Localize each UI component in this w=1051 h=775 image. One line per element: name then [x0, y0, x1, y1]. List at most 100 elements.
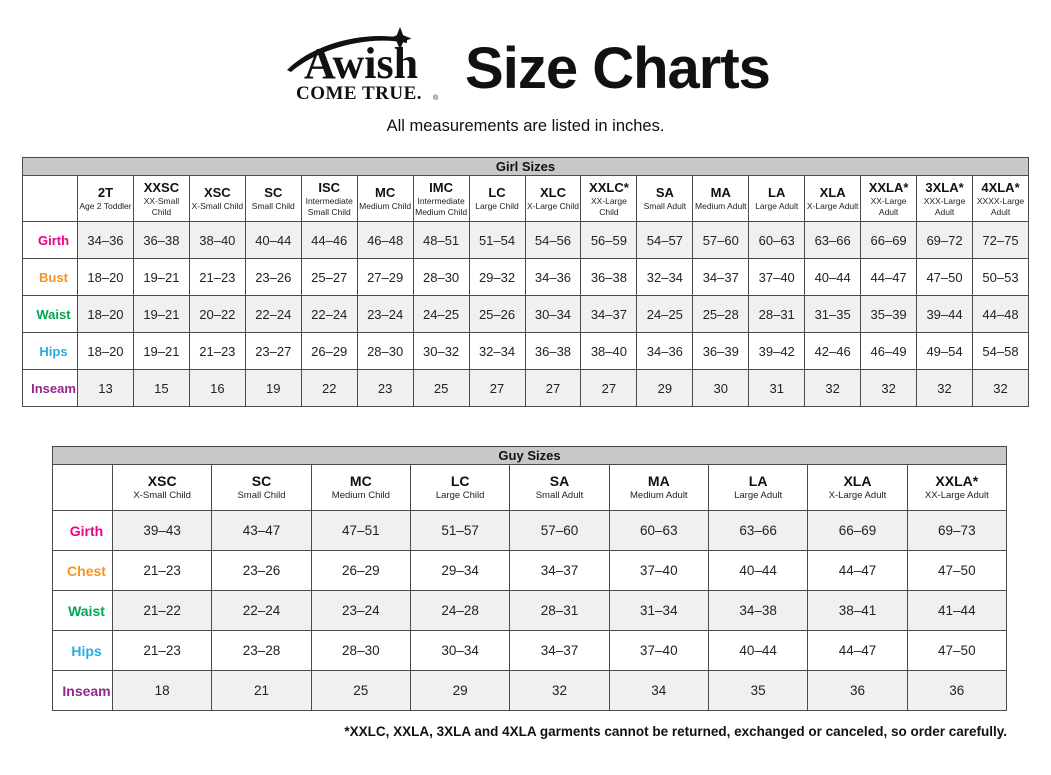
size-cell: 29–34 [409, 550, 511, 592]
size-cell: 13 [77, 369, 134, 408]
size-description: Small Adult [643, 201, 687, 212]
size-cell: 18–20 [77, 332, 134, 371]
size-description: Age 2 Toddler [79, 201, 132, 212]
size-cell: 51–57 [409, 510, 511, 552]
size-cell: 51–54 [468, 221, 526, 260]
size-cell: 54–56 [524, 221, 582, 260]
size-cell: 69–72 [916, 221, 973, 260]
column-header-lc: LC Large Child [468, 174, 526, 223]
size-cell: 34 [608, 670, 709, 712]
size-cell: 42–46 [804, 332, 862, 371]
size-cell: 32–34 [636, 258, 694, 297]
size-cell: 21–23 [188, 258, 246, 297]
size-cell: 23–28 [211, 630, 312, 672]
size-cell: 25–27 [300, 258, 358, 297]
row-label-hips: Hips [22, 332, 78, 371]
size-code: LC [450, 473, 470, 490]
size-code: XSC [147, 473, 177, 490]
size-cell: 19–21 [132, 295, 190, 334]
column-header-xxla: XXLA* XX-Large Adult [860, 174, 918, 223]
size-cell: 31 [748, 369, 806, 408]
size-code: IMC [429, 180, 454, 195]
size-cell: 23–27 [244, 332, 302, 371]
size-cell: 37–40 [608, 630, 709, 672]
table-row-inseam: Inseam 18 21 25 29 32 34 35 36 36 [52, 670, 1008, 712]
column-header-4xla: 4XLA* XXXX-Large Adult [972, 174, 1029, 223]
size-cell: 18 [111, 670, 213, 712]
size-cell: 47–50 [916, 258, 973, 297]
column-header-xsc: XSC X-Small Child [188, 174, 246, 223]
size-description: Small Child [237, 490, 286, 502]
size-cell: 21–22 [111, 590, 213, 632]
row-label-chest: Chest [52, 550, 113, 592]
size-cell: 23 [356, 369, 414, 408]
size-cell: 32 [916, 369, 973, 408]
row-label-girth: Girth [52, 510, 113, 552]
size-code: LC [488, 185, 506, 201]
brand-logo: Awish COME TRUE. ® [281, 26, 449, 111]
size-cell: 39–44 [916, 295, 973, 334]
size-cell: 36–38 [524, 332, 582, 371]
size-cell: 26–29 [300, 332, 358, 371]
size-cell: 30 [692, 369, 750, 408]
size-code: MC [375, 185, 396, 201]
table-title-band: Guy Sizes [52, 446, 1007, 466]
size-cell: 44–47 [807, 550, 908, 592]
size-code: XSC [203, 185, 231, 201]
size-code: MA [647, 473, 670, 490]
column-header-sa: SA Small Adult [636, 174, 694, 223]
size-code: XLC [539, 185, 566, 201]
size-cell: 32 [804, 369, 862, 408]
size-cell: 22 [300, 369, 358, 408]
size-code: 2T [97, 185, 114, 201]
size-description: Medium Child [331, 490, 390, 502]
size-cell: 36 [906, 670, 1008, 712]
corner-cell [52, 464, 113, 512]
registered-mark: ® [433, 94, 439, 102]
size-cell: 28–30 [356, 332, 414, 371]
size-code: SC [264, 185, 283, 201]
size-description: Intermediate Medium Child [415, 196, 468, 217]
guy-sizes-table: Guy Sizes XSC X-Small Child SC Small Child MC… [52, 446, 1008, 712]
size-cell: 24–25 [412, 295, 470, 334]
size-code: ISC [318, 180, 341, 195]
column-header-xxlc: XXLC* XX-Large Child [580, 174, 638, 223]
size-code: XXSC [143, 180, 180, 195]
column-header-xsc: XSC X-Small Child [111, 464, 213, 512]
size-code: 4XLA* [981, 180, 1020, 195]
size-cell: 34–37 [692, 258, 750, 297]
girl-sizes-section: Girl Sizes 2T Age 2 Toddler XXSC XX-Small Ch… [22, 157, 1029, 408]
page-title: Size Charts [465, 36, 771, 101]
size-cell: 44–46 [300, 221, 358, 260]
size-cell: 24–25 [636, 295, 694, 334]
size-cell: 56–59 [580, 221, 638, 260]
size-cell: 31–34 [608, 590, 709, 632]
corner-cell [22, 174, 78, 223]
row-label-girth: Girth [22, 221, 78, 260]
size-cell: 25–28 [692, 295, 750, 334]
size-cell: 25–26 [468, 295, 526, 334]
table-row-hips: Hips 18–20 19–21 21–23 23–27 26–29 28–30 30–32 3… [22, 332, 1029, 371]
size-code: XXLC* [589, 180, 629, 195]
size-description: Small Adult [535, 490, 584, 502]
size-cell: 15 [132, 369, 190, 408]
column-header-lc: LC Large Child [409, 464, 511, 512]
size-cell: 28–31 [748, 295, 806, 334]
size-description: Intermediate Small Child [305, 196, 353, 217]
column-header-xxsc: XXSC XX-Small Child [132, 174, 190, 223]
size-code: XLA [843, 473, 872, 490]
size-description: XX-Large Adult [870, 196, 907, 217]
size-cell: 40–44 [707, 550, 809, 592]
size-cell: 28–30 [310, 630, 411, 672]
star-icon [388, 27, 412, 50]
column-header-xlc: XLC X-Large Child [524, 174, 582, 223]
size-cell: 30–34 [409, 630, 511, 672]
row-label-bust: Bust [22, 258, 78, 297]
size-cell: 19–21 [132, 258, 190, 297]
table-row-girth: Girth 39–43 43–47 47–51 51–57 57–60 60–63 63–66… [52, 510, 1008, 552]
size-cell: 34–38 [707, 590, 809, 632]
column-header-la: LA Large Adult [748, 174, 806, 223]
logo-line2: COME TRUE. [296, 83, 422, 104]
table-title-band: Girl Sizes [22, 157, 1029, 176]
size-description: Large Child [435, 490, 485, 502]
